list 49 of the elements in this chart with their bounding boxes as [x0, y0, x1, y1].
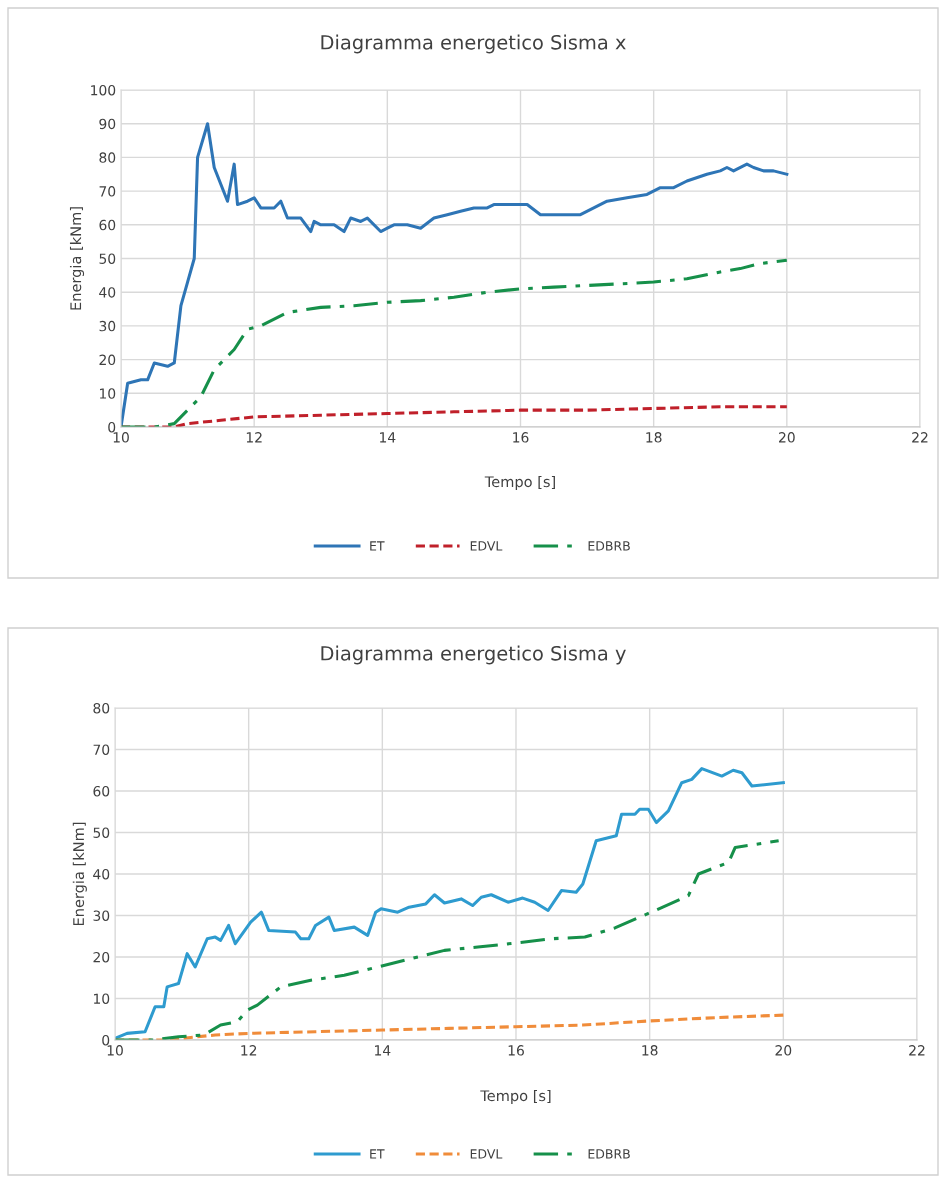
- x-tick-label: 18: [646, 432, 662, 443]
- y-tick-label: 70: [93, 744, 110, 755]
- y-tick-label: 70: [99, 186, 116, 197]
- y-tick-label: 30: [93, 910, 110, 921]
- x-tick-label: 20: [779, 432, 795, 443]
- legend-label: EDBRB: [588, 541, 630, 551]
- legend-label: ET: [370, 1149, 385, 1159]
- y-tick-label: 50: [99, 253, 116, 264]
- line-series: [121, 258, 789, 427]
- x-tick-label: 22: [912, 432, 928, 443]
- x-tick-label: 18: [642, 1045, 658, 1056]
- line-series: [115, 767, 785, 1040]
- y-tick-label: 60: [93, 785, 110, 797]
- y-tick-label: 60: [99, 219, 116, 231]
- line-series: [121, 122, 789, 427]
- x-tick-label: 16: [508, 1045, 524, 1056]
- legend-label: EDVL: [470, 1149, 503, 1159]
- line-series: [115, 839, 781, 1040]
- y-axis-title: Energia [kNm]: [69, 207, 85, 310]
- x-tick-label: 12: [246, 432, 262, 443]
- legend-label: EDVL: [470, 541, 503, 551]
- y-axis-title: Energia [kNm]: [72, 822, 87, 926]
- y-tick-label: 40: [93, 868, 110, 880]
- y-tick-label: 80: [93, 702, 110, 714]
- y-tick-label: 80: [99, 152, 116, 163]
- x-tick-label: 22: [909, 1045, 925, 1056]
- y-tick-label: 0: [102, 1034, 110, 1046]
- y-tick-label: 10: [93, 993, 110, 1004]
- chart-title: Diagramma energetico Sisma x: [321, 34, 626, 54]
- legend-label: EDBRB: [588, 1149, 630, 1159]
- y-tick-label: 50: [93, 827, 110, 838]
- x-tick-label: 20: [775, 1045, 792, 1056]
- x-axis-title: Tempo [s]: [480, 1089, 551, 1105]
- y-tick-label: 20: [99, 354, 116, 366]
- y-tick-label: 100: [91, 84, 116, 96]
- y-tick-label: 90: [99, 118, 116, 130]
- y-tick-label: 10: [99, 388, 116, 399]
- x-tick-label: 14: [375, 1045, 391, 1056]
- y-tick-label: 30: [99, 320, 116, 332]
- x-tick-label: 14: [380, 432, 396, 443]
- chart-title: Diagramma energetico Sisma y: [321, 645, 626, 665]
- y-tick-label: 40: [99, 287, 116, 298]
- x-tick-label: 12: [241, 1045, 257, 1056]
- y-tick-label: 20: [93, 951, 110, 963]
- x-axis-title: Tempo [s]: [484, 475, 555, 491]
- legend-label: ET: [370, 541, 385, 551]
- x-tick-label: 16: [513, 432, 529, 443]
- x-tick-label: 10: [113, 432, 129, 443]
- y-tick-label: 0: [108, 421, 116, 433]
